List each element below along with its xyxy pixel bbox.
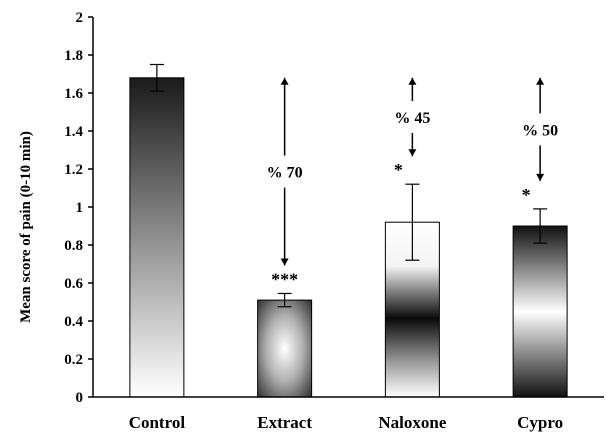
bar-cypro: [512, 225, 568, 398]
y-tick-label: 1.4: [64, 124, 83, 140]
x-axis-labels: Control Extract Naloxone Cypro: [129, 413, 563, 432]
bar-extract: [257, 299, 313, 398]
x-tick-label: Cypro: [517, 413, 563, 432]
percent-annotation: % 50: [522, 122, 558, 139]
x-tick-label: Naloxone: [378, 413, 446, 432]
y-tick-label: 1.2: [64, 162, 83, 178]
y-axis-ticks: 0 0.2 0.4 0.6 0.8 1 1.2 1.4 1.6 1.8 2: [64, 10, 93, 406]
y-tick-label: 0.4: [64, 314, 83, 330]
y-tick-label: 0.6: [64, 276, 83, 292]
y-tick-label: 0.2: [64, 352, 83, 368]
arrow-head-down: [280, 258, 289, 266]
significance-marker: *: [394, 160, 403, 180]
annotations-group: % 70 % 45 % 50: [267, 77, 558, 266]
y-tick-label: 2: [76, 10, 84, 26]
y-tick-label: 0.8: [64, 238, 83, 254]
x-tick-label: Control: [129, 413, 186, 432]
bar-control: [129, 77, 185, 398]
arrow-head-up: [280, 77, 289, 85]
y-axis-title: Mean score of pain (0-10 min): [18, 131, 34, 323]
arrow-head-up: [536, 77, 545, 85]
significance-marker: ***: [271, 269, 298, 289]
y-tick-label: 1: [76, 200, 84, 216]
significance-marker: *: [522, 185, 531, 205]
percent-annotation: % 45: [394, 110, 430, 127]
y-tick-label: 1.6: [64, 86, 83, 102]
x-tick-label: Extract: [257, 413, 312, 432]
arrow-head-down: [408, 149, 417, 157]
arrow-head-down: [536, 173, 545, 181]
arrow-head-up: [408, 77, 417, 85]
y-tick-label: 0: [76, 390, 84, 406]
percent-annotation: % 70: [267, 165, 303, 182]
bars-group: *****: [129, 63, 568, 398]
y-tick-label: 1.8: [64, 48, 83, 64]
